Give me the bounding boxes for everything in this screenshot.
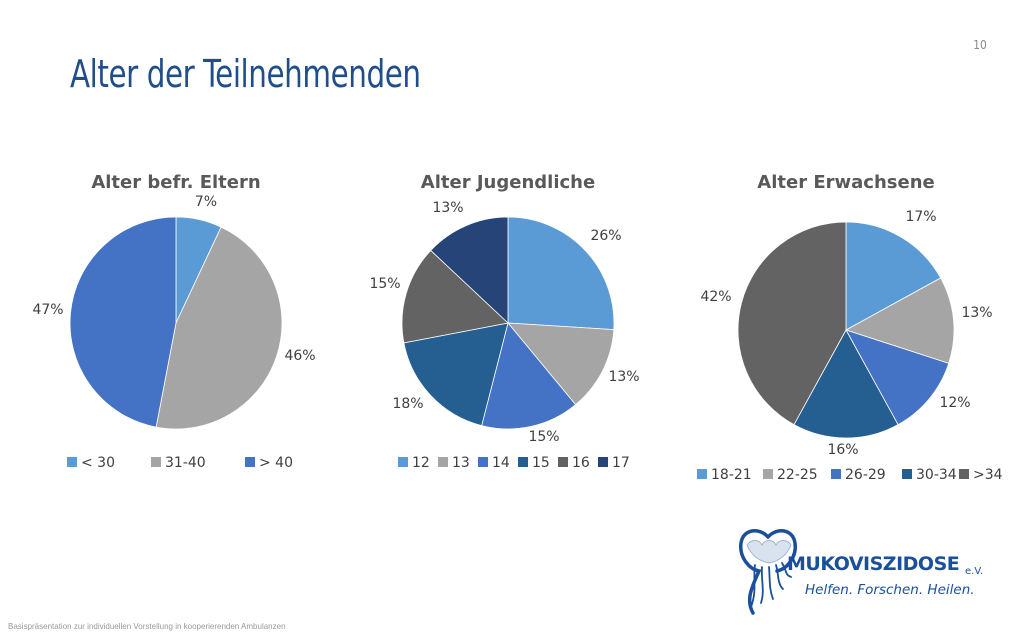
slice-label: 47% — [32, 302, 63, 318]
logo-slogan: Helfen. Forschen. Heilen. — [805, 582, 975, 598]
legend-label: 18-21 — [711, 467, 752, 483]
legend-label: 13 — [452, 455, 470, 471]
legend-swatch — [151, 457, 161, 467]
slice-label: 15% — [369, 276, 400, 292]
footer-text: Basispräsentation zur individuellen Vors… — [8, 622, 286, 631]
pie-slice-14 — [481, 322, 577, 430]
legend-label: 15 — [532, 455, 550, 471]
pie-slice-15 — [403, 322, 509, 427]
slice-label: 12% — [939, 395, 970, 411]
slice-label: 7% — [195, 194, 217, 210]
lung-logo-icon — [739, 529, 797, 615]
legend-swatch — [697, 469, 707, 479]
legend-label: < 30 — [81, 455, 115, 471]
pie-slice-13 — [507, 322, 615, 406]
legend-label: 30-34 — [916, 467, 957, 483]
slice-label: 17% — [905, 209, 936, 225]
pie-slice-40 — [69, 216, 177, 428]
pie-slice-12 — [507, 216, 615, 331]
chart-title: Alter befr. Eltern — [91, 172, 260, 193]
slice-label: 26% — [590, 228, 621, 244]
pie-slice-17 — [430, 216, 509, 324]
slide-title: Alter der Teilnehmenden — [70, 52, 421, 96]
legend-swatch — [902, 469, 912, 479]
legend-swatch — [831, 469, 841, 479]
slice-label: 15% — [528, 429, 559, 445]
chart-title: Alter Jugendliche — [421, 172, 595, 193]
chart-title: Alter Erwachsene — [757, 172, 934, 193]
legend-swatch — [67, 457, 77, 467]
legend-label: 17 — [612, 455, 630, 471]
legend-swatch — [763, 469, 773, 479]
pie-slice-18-21 — [845, 221, 942, 331]
legend-label: 16 — [572, 455, 590, 471]
page-number: 10 — [973, 38, 987, 52]
legend-label: 12 — [412, 455, 430, 471]
legend-label: 31-40 — [165, 455, 206, 471]
logo-name: MUKOVISZIDOSE — [787, 553, 960, 575]
legend-swatch — [478, 457, 488, 467]
legend-swatch — [598, 457, 608, 467]
legend-label: >34 — [973, 467, 1003, 483]
slice-label: 16% — [827, 442, 858, 458]
legend-swatch — [558, 457, 568, 467]
slice-label: 13% — [608, 369, 639, 385]
pie-chart-3: Alter Erwachsene 17% 13% 12% 16% 42% 18-21 22-2… — [697, 172, 1003, 483]
pie-slice-16 — [401, 249, 509, 344]
pie-slice-22-25 — [844, 277, 955, 364]
legend-label: 26-29 — [845, 467, 886, 483]
legend-swatch — [398, 457, 408, 467]
legend-swatch — [245, 457, 255, 467]
pie-slice-31-40 — [155, 226, 283, 430]
pie-slice-26-29 — [845, 329, 950, 426]
pie-slice-34 — [737, 221, 847, 426]
slice-label: 42% — [700, 289, 731, 305]
legend-label: 22-25 — [777, 467, 818, 483]
slice-label: 13% — [961, 305, 992, 321]
legend-label: 14 — [492, 455, 510, 471]
pie-chart-2: Alter Jugendliche 26% 13% 15% 18% 15% 13% 12 13 1… — [369, 172, 639, 471]
mukoviszidose-logo: MUKOVISZIDOSE e.V. Helfen. Forschen. Hei… — [735, 525, 1005, 620]
legend-label: > 40 — [259, 455, 293, 471]
pie-slice-30-34 — [793, 329, 899, 439]
legend-swatch — [518, 457, 528, 467]
legend-swatch — [959, 469, 969, 479]
logo-suffix: e.V. — [965, 566, 984, 577]
slice-label: 18% — [392, 396, 423, 412]
slice-label: 46% — [284, 348, 315, 364]
slice-label: 13% — [432, 200, 463, 216]
legend-swatch — [438, 457, 448, 467]
